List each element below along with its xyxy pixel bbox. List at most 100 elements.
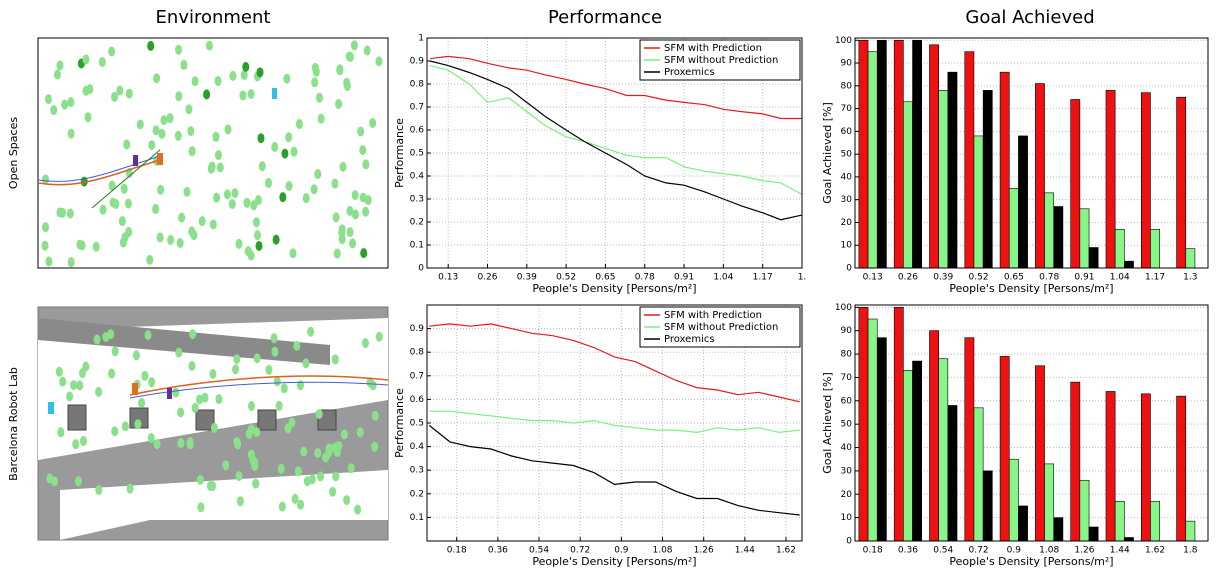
x-tick-label: 0.54 (529, 546, 549, 556)
y-tick-label: 1 (418, 34, 424, 44)
person (235, 238, 243, 249)
y-axis-label: Performance (393, 118, 406, 188)
person (357, 126, 365, 137)
person (339, 161, 347, 172)
person (41, 240, 49, 251)
person (349, 238, 357, 249)
person (273, 376, 281, 387)
person (210, 422, 218, 433)
line-series (429, 55, 802, 120)
x-tick-label: 1.04 (713, 273, 733, 283)
person (271, 142, 279, 153)
legend-box (639, 306, 801, 348)
person (231, 188, 239, 199)
person (363, 45, 371, 56)
person (270, 333, 278, 344)
person (215, 394, 223, 405)
person (180, 59, 188, 70)
bar (858, 307, 869, 542)
person (53, 69, 61, 80)
x-tick-label: 1.08 (1039, 546, 1059, 556)
y-tick-label: 0.1 (410, 513, 424, 523)
x-tick-label: 0.9 (614, 546, 629, 556)
person (206, 481, 214, 492)
person (132, 350, 140, 361)
person (209, 219, 217, 230)
bar (1008, 458, 1019, 542)
person (166, 113, 174, 124)
person (307, 326, 315, 337)
person (188, 146, 196, 157)
person (111, 346, 119, 357)
legend-label: Proxemics (664, 334, 715, 345)
bar (1018, 135, 1028, 269)
bar (903, 101, 913, 269)
person (156, 232, 164, 243)
building (67, 404, 87, 431)
y-tick-label: 0.3 (410, 195, 424, 205)
person (356, 427, 364, 438)
x-tick-label: 0.91 (674, 273, 694, 283)
bar (1079, 479, 1090, 542)
bar (1185, 520, 1196, 542)
image-frame (37, 37, 389, 269)
person (205, 40, 213, 51)
person (243, 197, 251, 208)
bar (938, 358, 949, 542)
y-tick-label: 20 (841, 490, 853, 500)
person (197, 502, 205, 513)
x-tick-label: 1. (798, 273, 807, 283)
person (239, 90, 247, 101)
person (66, 208, 74, 219)
person (95, 386, 103, 397)
person (281, 148, 289, 159)
person (331, 178, 339, 189)
person (99, 204, 107, 215)
y-tick-label: 60 (841, 127, 853, 137)
person (61, 99, 69, 110)
person (272, 234, 280, 245)
bar (1124, 260, 1134, 269)
person (343, 495, 351, 506)
person (207, 163, 215, 174)
bar (1105, 90, 1116, 269)
person (67, 128, 75, 139)
line-series (429, 65, 803, 195)
person (82, 85, 90, 96)
person (331, 354, 339, 365)
person (277, 463, 285, 474)
person (249, 454, 257, 465)
person (252, 478, 260, 489)
bar (1044, 192, 1055, 269)
person (177, 407, 185, 418)
person (275, 400, 283, 411)
bar (964, 337, 975, 542)
x-tick-label: 1.44 (1110, 546, 1130, 556)
x-tick-label: 0.72 (570, 546, 590, 556)
line-series (429, 410, 800, 434)
y-tick-label: 10 (841, 241, 853, 251)
person (55, 366, 63, 377)
bar (982, 90, 993, 269)
bar (1053, 517, 1064, 542)
x-tick-label: 0.26 (898, 273, 918, 283)
y-tick-label: 0 (418, 264, 424, 274)
x-tick-label: 1.26 (1074, 546, 1094, 556)
person (346, 227, 354, 238)
y-tick-label: 0.4 (410, 172, 425, 182)
robot (48, 402, 54, 414)
robot (132, 383, 138, 395)
y-tick-label: 100 (835, 303, 852, 313)
y-tick-label: 80 (841, 81, 853, 91)
x-tick-label: 0.72 (969, 546, 989, 556)
person (176, 237, 184, 248)
person (291, 493, 299, 504)
person (108, 368, 116, 379)
x-tick-label: 1.04 (1110, 273, 1130, 283)
person (120, 183, 128, 194)
person (56, 60, 64, 71)
bar (1150, 228, 1160, 269)
person (369, 380, 377, 391)
person (222, 460, 230, 471)
